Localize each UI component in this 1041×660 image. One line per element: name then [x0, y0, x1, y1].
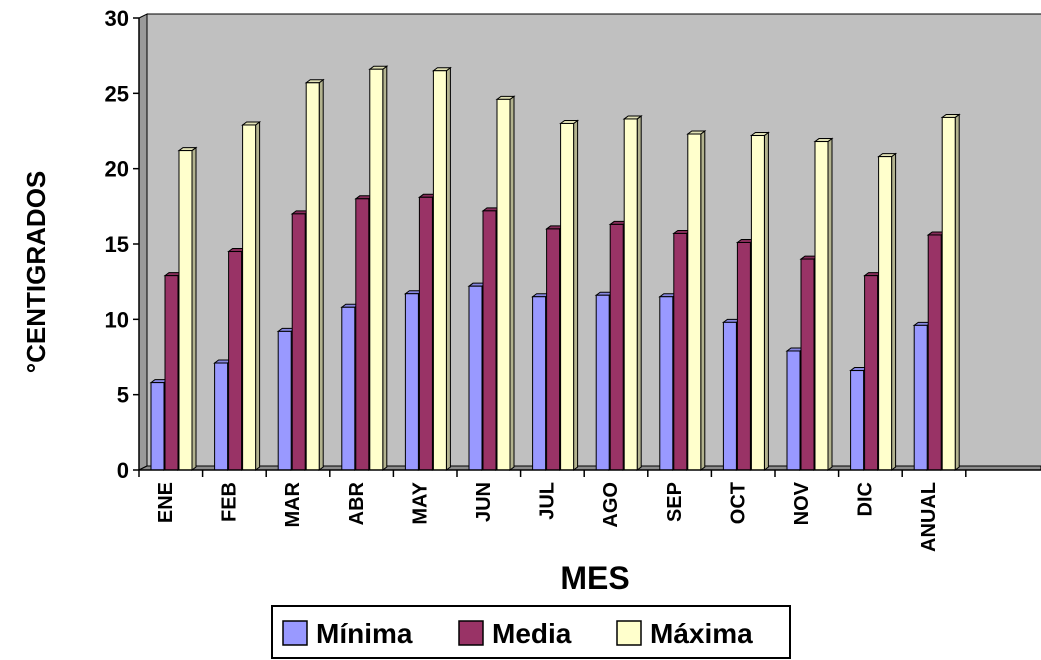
- side-wall: [138, 13, 148, 471]
- bar: [559, 119, 580, 471]
- x-axis-title: MES: [560, 560, 629, 596]
- bar: [622, 114, 643, 471]
- x-category-label: ANUAL: [918, 482, 940, 552]
- bar: [813, 137, 834, 471]
- y-tick-label: 5: [117, 383, 129, 408]
- y-tick-label: 10: [105, 307, 129, 332]
- bar: [749, 131, 770, 471]
- plot-background: [139, 14, 1041, 470]
- bar: [241, 120, 262, 471]
- legend-label: Máxima: [650, 618, 753, 649]
- x-category-label: ABR: [346, 481, 368, 525]
- legend-label: Media: [492, 618, 572, 649]
- bar: [686, 130, 707, 471]
- y-tick-label: 15: [105, 232, 129, 257]
- bar: [368, 65, 389, 471]
- bar: [495, 95, 516, 471]
- y-axis-title: °CENTIGRADOS: [21, 171, 51, 374]
- x-category-label: MAY: [409, 481, 431, 524]
- bar: [431, 66, 452, 471]
- bar: [877, 152, 898, 471]
- y-tick-label: 30: [105, 6, 129, 31]
- y-tick-label: 20: [105, 157, 129, 182]
- x-category-label: MAR: [282, 481, 304, 527]
- legend-swatch: [458, 620, 484, 646]
- x-category-label: JUL: [537, 482, 559, 520]
- legend-swatch: [282, 620, 308, 646]
- x-category-label: SEP: [664, 482, 686, 522]
- x-category-label: AGO: [600, 482, 622, 528]
- legend-label: Mínima: [316, 618, 413, 649]
- legend: Mínima Media Máxima: [271, 605, 791, 659]
- bar: [940, 113, 961, 471]
- x-category-label: ENE: [155, 482, 177, 523]
- plot-area: [138, 13, 1041, 471]
- y-tick-label: 0: [117, 458, 129, 483]
- x-category-label: OCT: [727, 482, 749, 524]
- legend-swatch: [616, 620, 642, 646]
- x-axis-ticks: ENE FEB MAR ABR MAY JUN JUL AGO SEP OCT NOV DIC ANUA…: [138, 470, 967, 552]
- bar: [177, 146, 198, 471]
- x-category-label: JUN: [473, 482, 495, 522]
- y-tick-label: 25: [105, 81, 129, 106]
- legend-box: [271, 605, 791, 659]
- bar: [304, 78, 325, 471]
- x-category-label: DIC: [855, 482, 877, 516]
- y-axis-ticks: 0 5 10 15 20 25 30: [105, 6, 139, 483]
- x-category-label: NOV: [791, 481, 813, 525]
- x-category-label: FEB: [219, 482, 241, 522]
